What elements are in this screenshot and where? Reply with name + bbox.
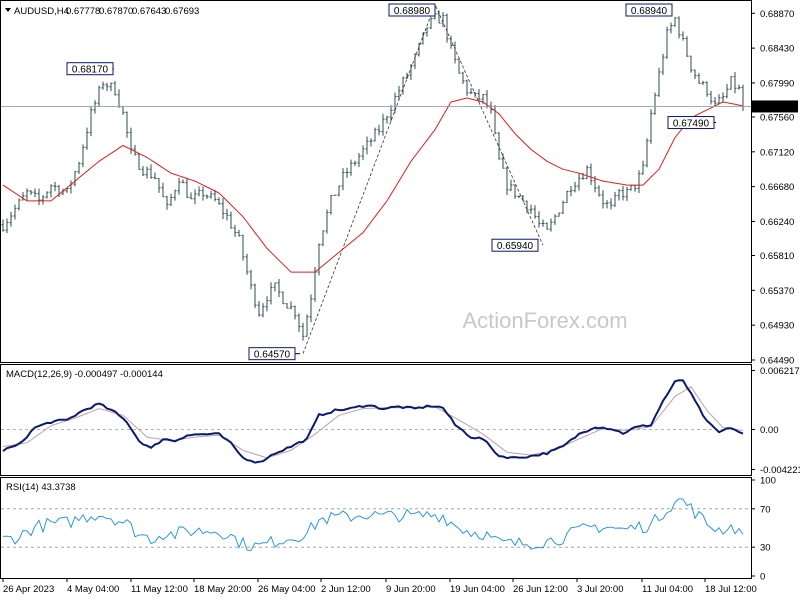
pivot-labels: 0.68170 0.64570 0.68980 0.65940 0.68940 0.674… — [66, 3, 716, 361]
pivot-label-text: 0.68940 — [631, 6, 668, 17]
pivot-label-box — [667, 116, 715, 130]
price-tick-label: 0.67560 — [760, 112, 794, 123]
rsi-layer — [2, 498, 744, 551]
macd-panel — [0, 364, 752, 476]
price-tick-label: 0.67120 — [760, 147, 794, 158]
price-tick-label: 0.65370 — [760, 286, 794, 297]
pivot-label-text: 0.64570 — [254, 350, 291, 361]
rsi-tick-label: 70 — [760, 504, 771, 515]
rsi-tick-label: 100 — [760, 476, 776, 487]
price-tick-label: 0.65810 — [760, 251, 794, 262]
time-tick-label: 26 Apr 2023 — [3, 584, 54, 595]
time-axis: 26 Apr 2023 4 May 04:00 11 May 12:00 18 May… — [2, 578, 757, 595]
rsi-tick-label: 30 — [760, 543, 771, 554]
current-price-marker: 0.67693 — [1, 100, 798, 113]
close-value: 0.67693 — [165, 6, 199, 17]
time-tick-label: 2 Jun 12:00 — [321, 584, 371, 595]
time-tick-label: 4 May 04:00 — [67, 584, 119, 595]
macd-tick-label: 0.006217 — [760, 366, 800, 377]
time-tick-label: 3 Jul 20:00 — [577, 584, 623, 595]
price-axis: 0.68870 0.68430 0.67990 0.67560 0.67120 0.666… — [751, 9, 794, 367]
current-price-value: 0.67693 — [759, 102, 793, 113]
macd-signal-line — [2, 386, 744, 459]
macd-tick-label: 0.00 — [760, 425, 779, 436]
time-tick-label: 18 Jul 12:00 — [705, 584, 757, 595]
time-tick-label: 11 Jul 04:00 — [642, 584, 693, 595]
pivot-label-box — [625, 3, 673, 17]
price-tick-label: 0.68870 — [760, 9, 794, 20]
symbol-label: AUDUSD,H4 — [14, 6, 69, 17]
macd-line — [2, 379, 744, 464]
macd-axis: 0.006217 0.00 -0.004221 — [1, 366, 800, 476]
rsi-axis: 100 70 30 0 — [1, 476, 776, 583]
moving-average-line — [2, 97, 744, 273]
moving-average-layer — [2, 97, 744, 273]
pivot-label-text: 0.68980 — [394, 6, 431, 17]
price-tick-label: 0.66680 — [760, 182, 794, 193]
price-tick-label: 0.68430 — [760, 44, 794, 55]
pivot-label-box — [388, 3, 436, 17]
watermark: ActionForex.com — [462, 308, 627, 333]
pivot-label-box — [66, 62, 114, 76]
pivot-label-text: 0.68170 — [72, 65, 109, 76]
time-tick-label: 18 May 20:00 — [194, 584, 252, 595]
price-panel — [0, 0, 752, 363]
pivot-label-box — [491, 238, 539, 252]
macd-tick-label: -0.004221 — [760, 465, 800, 476]
price-tick-label: 0.64930 — [760, 321, 794, 332]
rsi-header: RSI(14) 43.3738 — [6, 482, 76, 493]
price-tick-label: 0.64490 — [760, 356, 794, 367]
pivot-label-text: 0.65940 — [497, 241, 534, 252]
open-value: 0.67778 — [66, 6, 100, 17]
price-tick-label: 0.66240 — [760, 217, 794, 228]
time-tick-label: 9 Jun 20:00 — [386, 584, 436, 595]
rsi-line — [2, 498, 744, 551]
macd-layer — [2, 379, 744, 464]
high-value: 0.67870 — [99, 6, 133, 17]
rsi-tick-label: 0 — [760, 572, 765, 583]
dropdown-triangle-icon — [5, 8, 11, 12]
macd-header: MACD(12,26,9) -0.000497 -0.000144 — [6, 369, 163, 380]
time-tick-label: 19 Jun 04:00 — [450, 584, 505, 595]
price-tick-label: 0.67990 — [760, 78, 794, 89]
pivot-label-text: 0.67490 — [673, 119, 710, 130]
rsi-panel — [0, 477, 752, 579]
macd-zero-tag — [729, 423, 751, 436]
pivot-label-box — [248, 347, 296, 361]
low-value: 0.67643 — [132, 6, 166, 17]
time-tick-label: 26 Jun 12:00 — [513, 584, 568, 595]
time-tick-label: 11 May 12:00 — [131, 584, 188, 595]
price-header: AUDUSD,H4 0.67778 0.67870 0.67643 0.6769… — [5, 6, 199, 17]
time-tick-label: 26 May 04:00 — [258, 584, 316, 595]
current-price-tag — [752, 100, 798, 113]
